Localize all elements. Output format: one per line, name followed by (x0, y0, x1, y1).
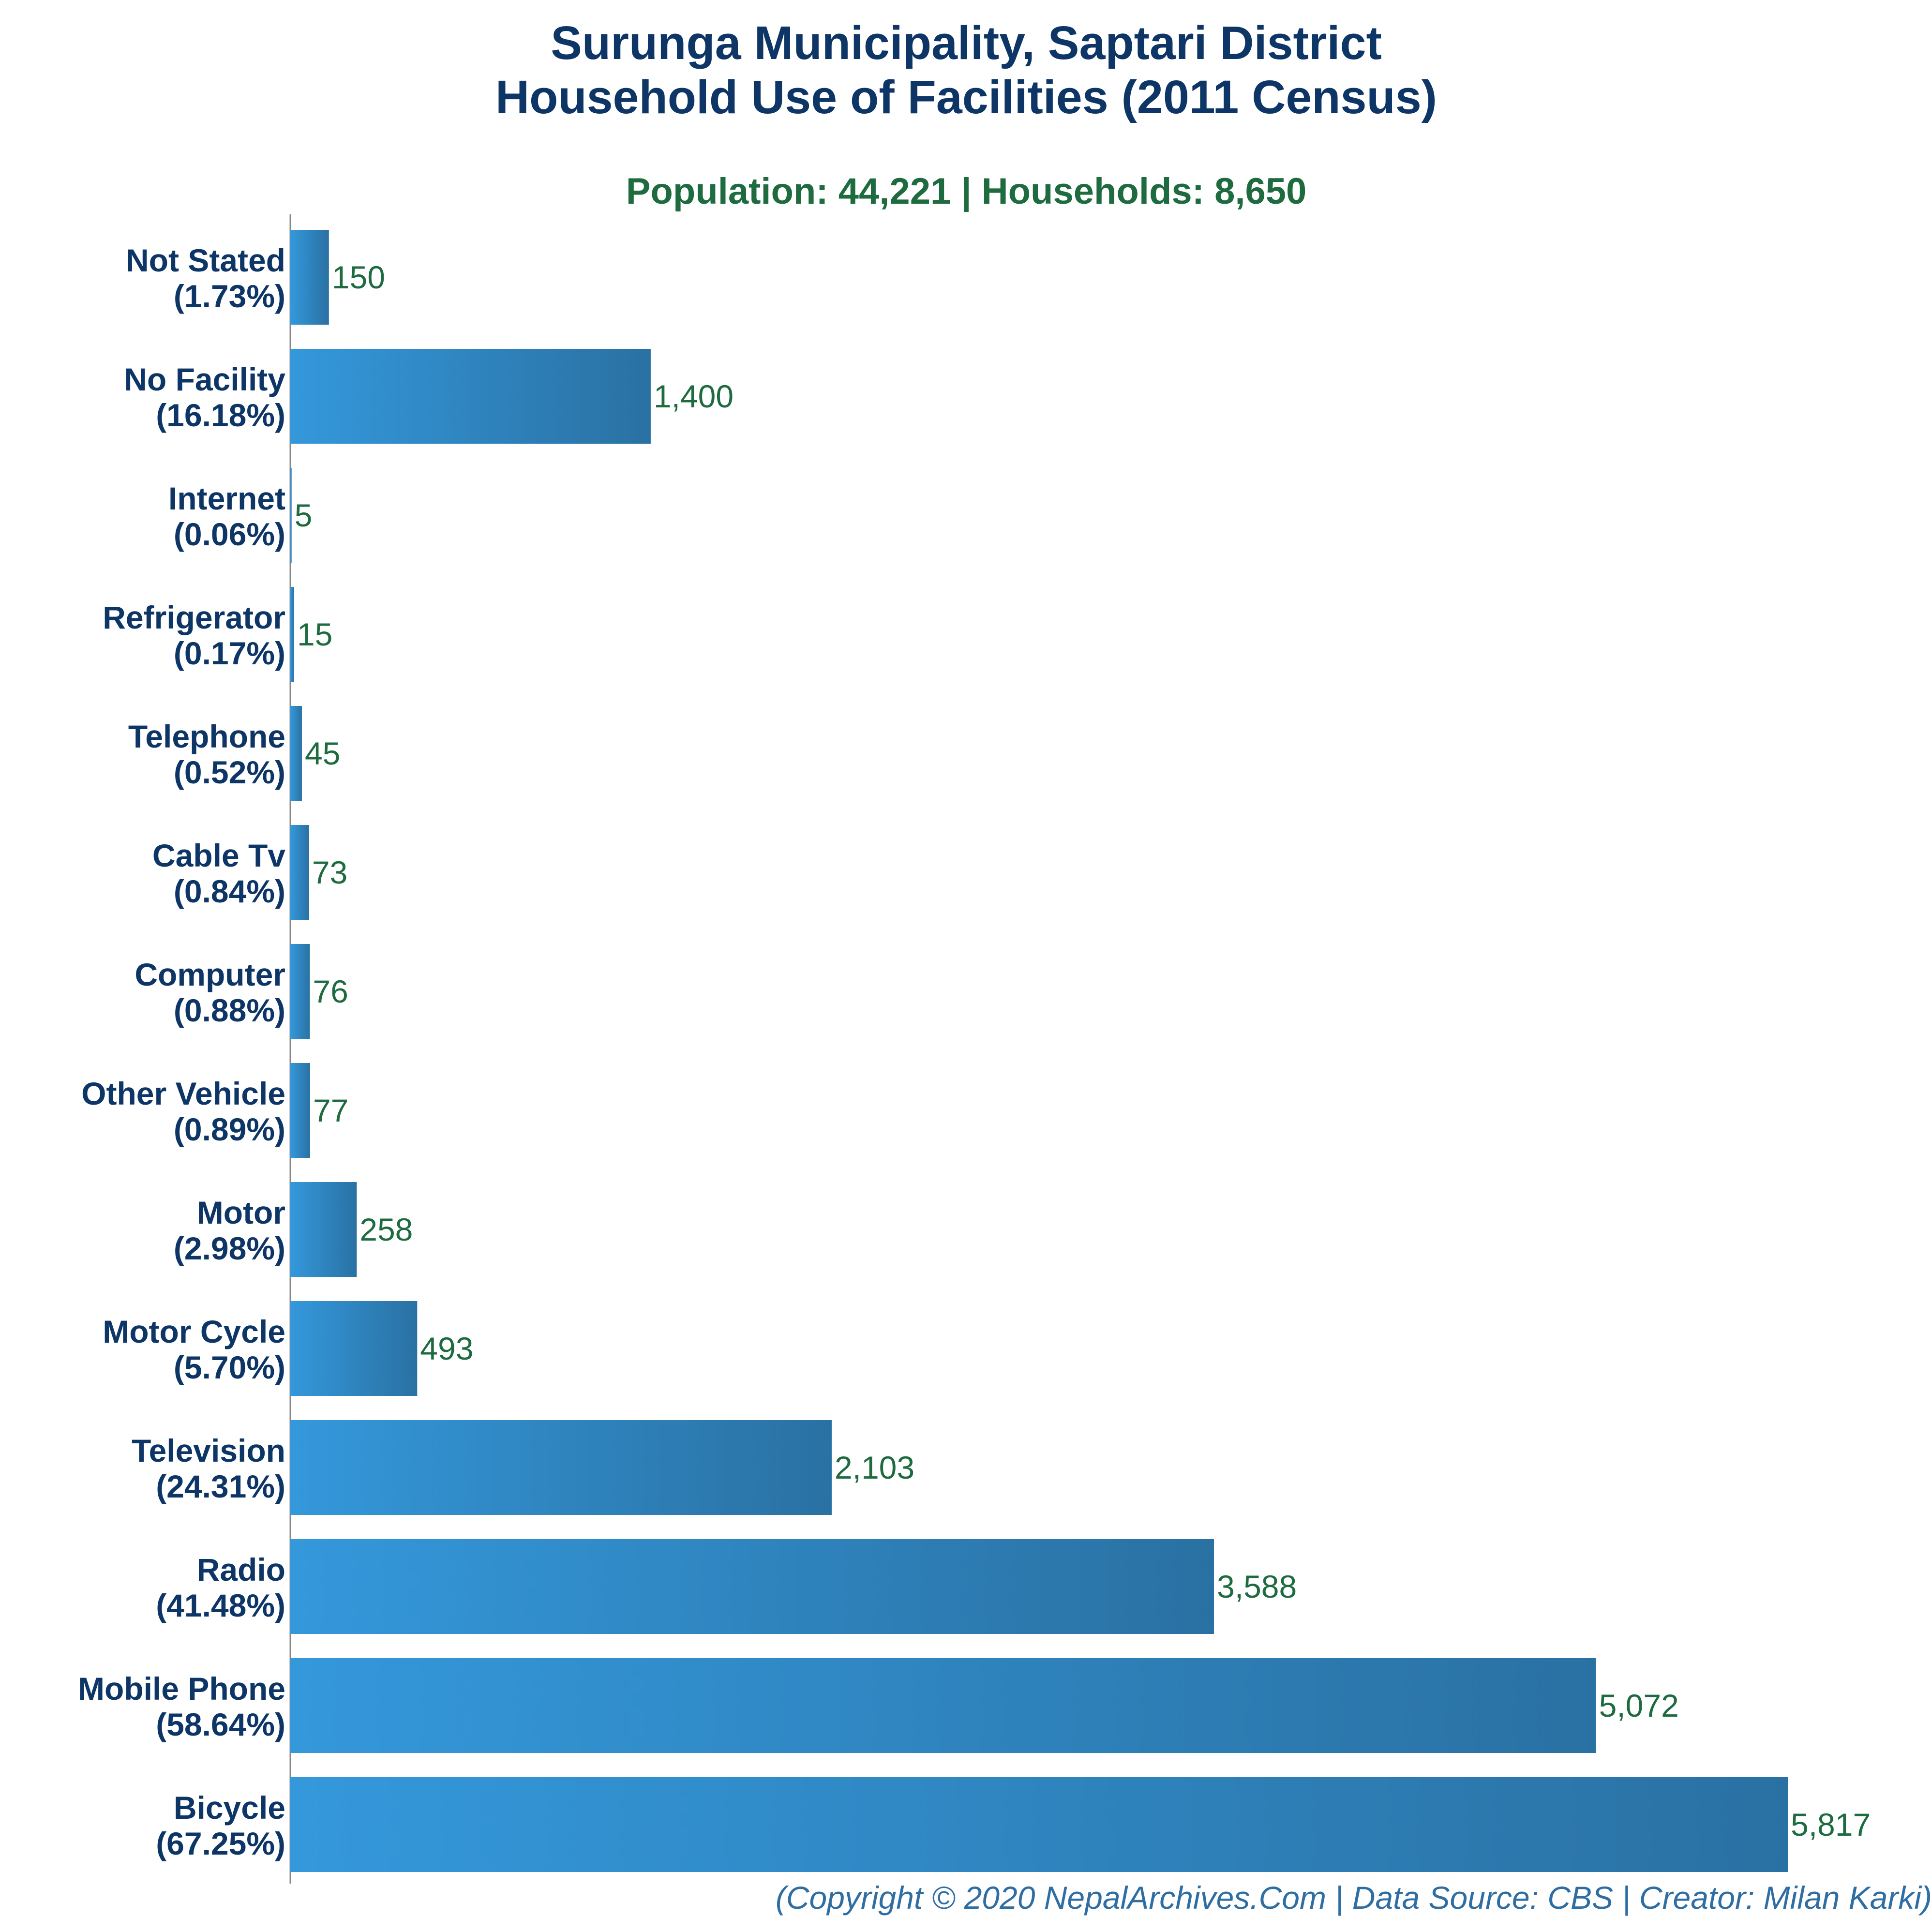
category-label-motor: Motor (2.98%) (174, 1195, 285, 1266)
value-label-motor: 258 (359, 1212, 413, 1247)
category-name: Computer (135, 957, 285, 992)
category-label-computer: Computer (0.88%) (135, 957, 285, 1028)
category-label-refrigerator: Refrigerator (0.17%) (103, 599, 285, 671)
bar-radio (290, 1539, 1214, 1634)
category-name: No Facility (124, 361, 285, 397)
category-label-no-facility: No Facility (16.18%) (124, 361, 285, 433)
category-label-cable-tv: Cable Tv (0.84%) (152, 838, 285, 909)
category-percent: (67.25%) (156, 1826, 285, 1861)
chart-title-line2: Household Use of Facilities (2011 Census… (495, 71, 1437, 123)
value-label-motor-cycle: 493 (420, 1331, 473, 1366)
category-label-motor-cycle: Motor Cycle (5.70%) (103, 1314, 285, 1385)
category-label-other-vehicle: Other Vehicle (0.89%) (81, 1076, 285, 1147)
category-percent: (41.48%) (156, 1588, 285, 1623)
value-label-not-stated: 150 (332, 259, 385, 295)
bar-no-facility (290, 349, 651, 444)
category-percent: (1.73%) (174, 278, 285, 314)
category-name: Not Stated (126, 242, 285, 278)
category-name: Bicycle (174, 1790, 285, 1826)
value-label-internet: 5 (295, 497, 313, 533)
category-percent: (0.06%) (174, 516, 285, 552)
bar-bicycle (290, 1777, 1788, 1872)
bar-internet (290, 468, 292, 563)
category-percent: (5.70%) (174, 1349, 285, 1385)
category-percent: (0.89%) (174, 1111, 285, 1147)
category-percent: (0.17%) (174, 635, 285, 671)
value-label-other-vehicle: 77 (313, 1093, 348, 1128)
value-label-cable-tv: 73 (312, 854, 347, 890)
bar-motor-cycle (290, 1301, 418, 1396)
bars-group (290, 230, 1788, 1872)
category-labels-group: Not Stated (1.73%) No Facility (16.18%) Inte… (78, 242, 285, 1861)
value-label-radio: 3,588 (1217, 1569, 1297, 1604)
category-label-bicycle: Bicycle (67.25%) (156, 1790, 285, 1861)
category-name: Mobile Phone (78, 1671, 285, 1707)
value-label-computer: 76 (313, 973, 348, 1009)
category-name: Motor Cycle (103, 1314, 285, 1349)
value-label-refrigerator: 15 (297, 616, 332, 652)
category-name: Internet (168, 480, 285, 516)
value-label-television: 2,103 (835, 1450, 914, 1485)
category-label-not-stated: Not Stated (1.73%) (126, 242, 285, 314)
bar-mobile-phone (290, 1658, 1596, 1753)
category-percent: (0.88%) (174, 992, 285, 1028)
footer-credit: (Copyright © 2020 NepalArchives.Com | Da… (776, 1880, 1932, 1917)
bar-computer (290, 944, 310, 1039)
bar-motor (290, 1182, 357, 1277)
category-percent: (2.98%) (174, 1230, 285, 1266)
category-percent: (16.18%) (156, 397, 285, 433)
category-label-radio: Radio (41.48%) (156, 1552, 285, 1623)
category-name: Telephone (128, 719, 285, 754)
bar-refrigerator (290, 587, 294, 682)
category-label-mobile-phone: Mobile Phone (58.64%) (78, 1671, 285, 1742)
bar-not-stated (290, 230, 329, 325)
value-label-telephone: 45 (305, 735, 340, 771)
category-percent: (0.52%) (174, 754, 285, 790)
category-name: Motor (197, 1195, 285, 1230)
bar-television (290, 1420, 832, 1515)
category-percent: (58.64%) (156, 1707, 285, 1742)
category-percent: (24.31%) (156, 1468, 285, 1504)
category-name: Cable Tv (152, 838, 285, 873)
category-percent: (0.84%) (174, 873, 285, 909)
category-label-telephone: Telephone (0.52%) (128, 719, 285, 790)
chart-subtitle: Population: 44,221 | Households: 8,650 (626, 171, 1307, 212)
value-labels-group: 150 1,400 5 15 45 73 76 77 258 493 2,103 3,588 5,072… (295, 259, 1871, 1842)
bar-telephone (290, 706, 302, 801)
category-name: Other Vehicle (81, 1076, 285, 1111)
category-label-television: Television (24.31%) (132, 1433, 285, 1504)
bar-other-vehicle (290, 1063, 310, 1158)
value-label-bicycle: 5,817 (1791, 1807, 1871, 1842)
category-name: Refrigerator (103, 599, 285, 635)
category-name: Television (132, 1433, 285, 1468)
value-label-mobile-phone: 5,072 (1599, 1688, 1679, 1723)
category-label-internet: Internet (0.06%) (168, 480, 285, 552)
bar-cable-tv (290, 825, 309, 920)
value-label-no-facility: 1,400 (654, 378, 734, 414)
chart-title-line1: Surunga Municipality, Saptari District (551, 16, 1382, 69)
category-name: Radio (197, 1552, 285, 1588)
